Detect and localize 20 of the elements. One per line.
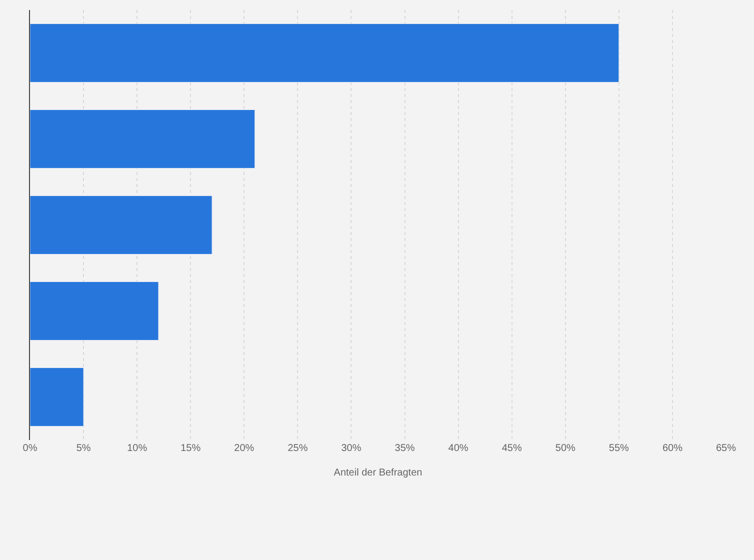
x-tick-label: 10% (127, 443, 148, 454)
x-tick-label: 20% (234, 443, 254, 454)
bar (30, 368, 84, 426)
x-tick-label: 15% (180, 443, 201, 454)
x-tick-label: 60% (662, 443, 683, 454)
x-axis-title: Anteil der Befragten (334, 468, 422, 478)
bar (30, 282, 159, 340)
x-tick-label: 65% (716, 443, 736, 454)
bar (30, 24, 620, 82)
x-tick-label: 50% (555, 443, 576, 454)
x-tick-label: 5% (76, 443, 91, 454)
x-tick-label: 45% (502, 443, 522, 454)
x-tick-label: 35% (394, 443, 415, 454)
x-tick-label: 55% (608, 443, 630, 454)
x-tick-label: 30% (341, 443, 362, 454)
x-tick-label: 25% (288, 443, 308, 454)
x-tick-label: 0% (22, 443, 38, 454)
bar (30, 110, 256, 168)
bar (30, 196, 212, 254)
x-tick-label: 40% (448, 443, 468, 454)
